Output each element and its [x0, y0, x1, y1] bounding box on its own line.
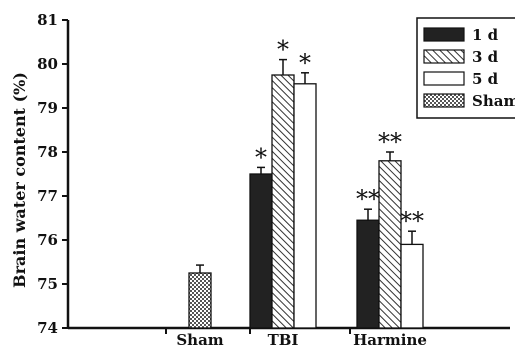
y-tick-label: 77 — [37, 187, 58, 205]
legend-label: 3 d — [472, 48, 499, 66]
bar — [249, 173, 273, 329]
legend-swatch — [423, 71, 465, 86]
legend-label: Sham — [472, 92, 515, 110]
bar — [188, 272, 212, 329]
axes: 74 75 76 77 78 79 80 81 Brain water content (%) S… — [10, 11, 510, 349]
bar — [271, 74, 295, 329]
legend-swatch — [423, 93, 465, 108]
y-tick-label: 75 — [37, 275, 58, 293]
significance-mark: * — [255, 143, 267, 171]
y-tick-label: 81 — [37, 11, 58, 29]
y-tick-label: 74 — [37, 319, 58, 337]
significance-mark: ** — [400, 207, 424, 235]
significance-mark: ** — [378, 128, 402, 156]
bar — [400, 243, 424, 329]
y-tick-label: 80 — [37, 55, 58, 73]
significance-mark: ** — [356, 185, 380, 213]
x-category-label: Harmine — [353, 331, 427, 348]
legend: 1 d 3 d 5 d Sham — [416, 17, 515, 119]
legend-swatch — [423, 49, 465, 64]
significance-mark: * — [299, 49, 311, 77]
significance-mark: * — [277, 36, 289, 64]
y-tick-label: 76 — [37, 231, 58, 249]
bars: ** ******* — [188, 36, 424, 329]
y-tick-label: 79 — [37, 99, 58, 117]
x-category-label: Sham — [176, 331, 223, 348]
y-axis-label: Brain water content (%) — [10, 72, 29, 288]
y-tick-label: 78 — [37, 143, 58, 161]
legend-label: 5 d — [472, 70, 499, 88]
bar — [378, 160, 402, 329]
legend-label: 1 d — [472, 26, 499, 44]
bar — [356, 219, 380, 329]
legend-swatch — [423, 27, 465, 42]
bar — [293, 83, 317, 329]
x-category-label: TBI — [268, 331, 299, 348]
